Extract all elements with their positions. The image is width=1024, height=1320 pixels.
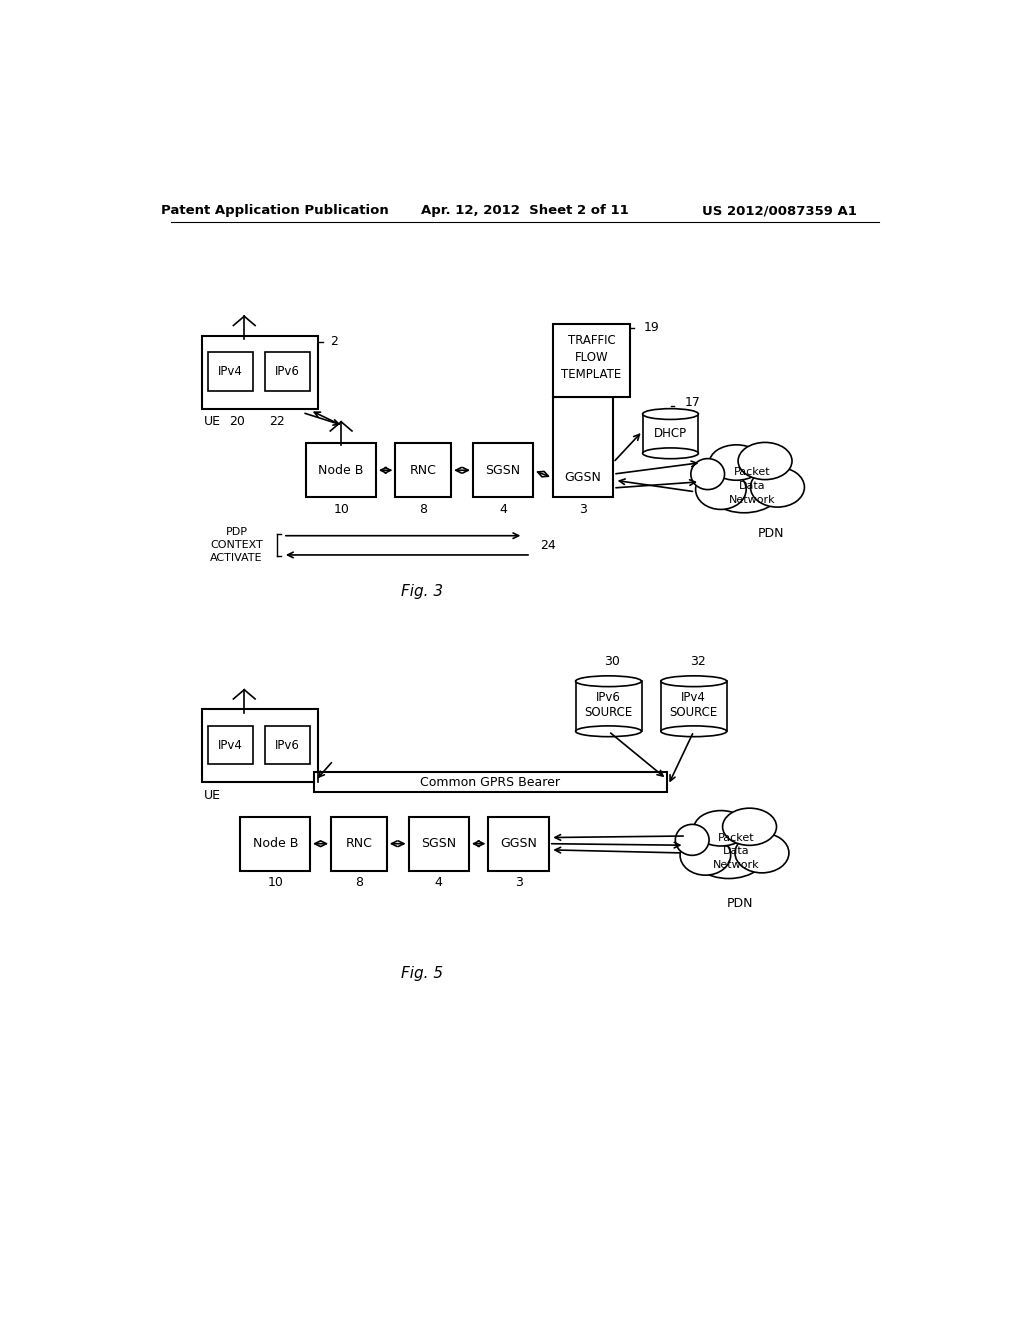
Text: 3: 3 [515,876,522,890]
Bar [395,444,452,498]
Text: 24: 24 [541,539,556,552]
Ellipse shape [694,810,748,846]
Text: Network: Network [728,495,775,504]
Text: Patent Application Publication: Patent Application Publication [162,205,389,218]
Bar [202,335,317,409]
Text: 10: 10 [267,876,284,890]
Bar [265,726,310,764]
Text: 30: 30 [604,656,621,668]
Text: 19: 19 [644,321,659,334]
Text: 8: 8 [355,876,362,890]
Text: Apr. 12, 2012  Sheet 2 of 11: Apr. 12, 2012 Sheet 2 of 11 [421,205,629,218]
Ellipse shape [723,808,776,845]
Ellipse shape [738,442,792,479]
Text: Network: Network [713,861,760,870]
Text: RNC: RNC [410,463,436,477]
Text: IPv6: IPv6 [596,690,621,704]
Bar [409,817,469,871]
Text: Common GPRS Bearer: Common GPRS Bearer [420,776,560,788]
Ellipse shape [643,447,698,459]
Ellipse shape [575,726,641,737]
Text: 4: 4 [499,503,507,516]
Text: Fig. 3: Fig. 3 [401,583,443,599]
Text: IPv6: IPv6 [275,739,300,751]
Text: Packet: Packet [733,467,770,477]
Bar [314,772,667,792]
Text: Data: Data [738,480,765,491]
Text: 22: 22 [269,416,285,428]
Ellipse shape [575,676,641,686]
Text: IPv4: IPv4 [218,739,243,751]
Text: TEMPLATE: TEMPLATE [561,368,622,381]
Text: PDN: PDN [758,527,784,540]
Ellipse shape [691,458,725,490]
Text: DHCP: DHCP [654,426,687,440]
Text: TRAFFIC: TRAFFIC [567,334,615,347]
Text: 32: 32 [690,656,706,668]
Text: Packet: Packet [718,833,755,842]
Bar [241,817,310,871]
Ellipse shape [660,726,727,737]
Text: SGSN: SGSN [421,837,457,850]
Text: IPv4: IPv4 [218,366,243,379]
Text: ACTIVATE: ACTIVATE [210,553,263,564]
Bar [208,352,253,391]
Text: US 2012/0087359 A1: US 2012/0087359 A1 [701,205,856,218]
Ellipse shape [680,836,731,875]
Ellipse shape [735,833,788,873]
Ellipse shape [660,676,727,686]
Text: GGSN: GGSN [500,837,537,850]
Text: 2: 2 [331,335,338,348]
Ellipse shape [686,817,771,879]
Bar [488,817,549,871]
Text: IPv6: IPv6 [275,366,300,379]
Text: Data: Data [723,846,750,857]
Text: 20: 20 [228,416,245,428]
Text: 8: 8 [419,503,427,516]
Text: GGSN: GGSN [564,471,601,484]
Bar [473,444,534,498]
Text: 4: 4 [435,876,442,890]
Ellipse shape [751,467,805,507]
Text: 3: 3 [579,503,587,516]
Text: IPv4: IPv4 [681,690,707,704]
Text: UE: UE [204,416,221,428]
Text: 17: 17 [684,396,700,409]
Ellipse shape [676,825,709,855]
Text: CONTEXT: CONTEXT [210,540,263,550]
Text: Fig. 5: Fig. 5 [401,965,443,981]
Text: SOURCE: SOURCE [585,706,633,719]
Text: 10: 10 [333,503,349,516]
Bar [553,397,613,498]
Bar [575,681,642,731]
Bar [331,817,387,871]
Ellipse shape [710,445,763,480]
Text: PDN: PDN [727,898,754,911]
Text: SOURCE: SOURCE [670,706,718,719]
Ellipse shape [643,409,698,420]
Ellipse shape [702,451,786,512]
Text: RNC: RNC [345,837,373,850]
Bar [208,726,253,764]
Bar [553,323,630,397]
Text: SGSN: SGSN [485,463,520,477]
Text: Node B: Node B [253,837,298,850]
Text: Node B: Node B [318,463,364,477]
Bar [306,444,376,498]
Bar [662,681,727,731]
Text: PDP: PDP [225,527,248,537]
Ellipse shape [695,470,746,510]
Text: FLOW: FLOW [574,351,608,364]
Bar [265,352,310,391]
Bar [643,414,698,453]
Text: UE: UE [204,788,221,801]
Bar [202,709,317,781]
